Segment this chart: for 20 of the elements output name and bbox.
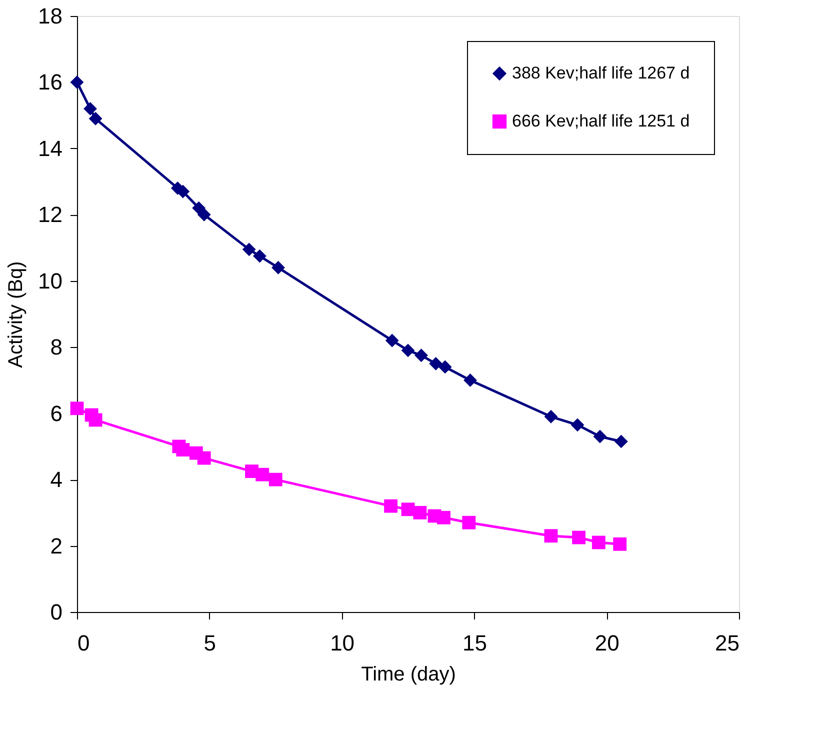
x-tick-label: 0	[78, 630, 90, 656]
legend-label: 666 Kev;half life 1251 d	[512, 112, 690, 130]
y-tick-label: 14	[38, 136, 62, 161]
y-tick-label: 16	[38, 70, 62, 95]
y-tick-label: 0	[50, 600, 62, 624]
x-axis-title: Time (day)	[361, 664, 456, 686]
y-tick-label: 6	[50, 400, 62, 426]
y-tick-label: 2	[50, 533, 62, 558]
x-tick-label: 20	[594, 630, 620, 656]
y-tick-label: 10	[38, 268, 62, 294]
y-tick-label: 12	[38, 202, 62, 228]
y-tick-label: 4	[50, 467, 62, 492]
x-tick-label: 5	[204, 630, 216, 656]
y-tick-label: 18	[38, 4, 62, 28]
x-tick-label: 25	[715, 630, 740, 656]
legend-label: 388 Kev;half life 1267 d	[512, 64, 690, 82]
x-tick-label: 15	[462, 630, 487, 656]
y-tick-label: 8	[50, 334, 62, 360]
x-tick-label: 10	[330, 630, 355, 656]
y-axis-title: Activity (Bq)	[5, 261, 28, 368]
